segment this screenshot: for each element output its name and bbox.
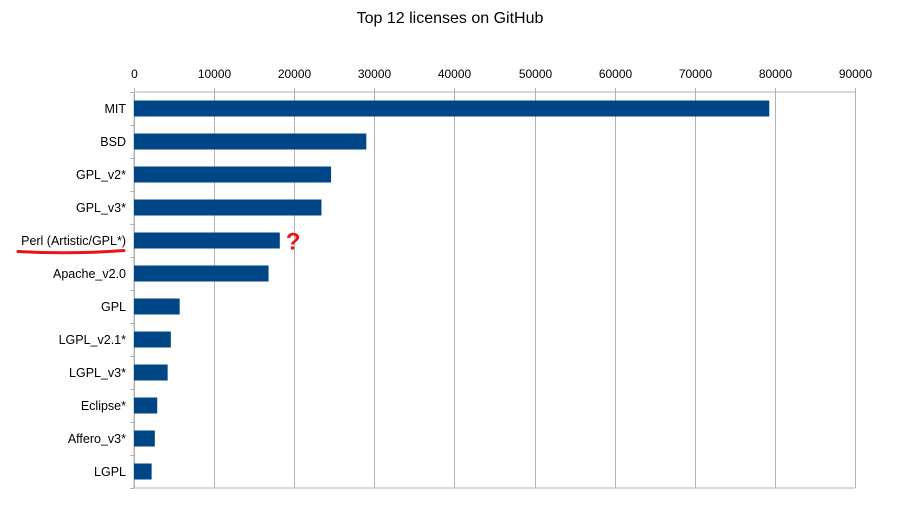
- category-label: LGPL_v2.1*: [59, 333, 127, 347]
- category-label: Eclipse*: [81, 399, 126, 413]
- bar: [134, 265, 269, 282]
- category-label: LGPL_v3*: [69, 366, 126, 380]
- annotation-underline: [16, 249, 126, 255]
- x-tick-label: 50000: [519, 67, 553, 81]
- bar: [134, 331, 171, 348]
- category-label: GPL_v3*: [76, 201, 126, 215]
- annotation-question-mark: ?: [286, 229, 301, 256]
- bar: [134, 430, 155, 447]
- x-tick-label: 0: [131, 67, 138, 81]
- category-label: MIT: [104, 102, 126, 116]
- x-tick-label: 60000: [599, 67, 633, 81]
- bars-layer: [134, 100, 770, 480]
- x-tick-label: 80000: [759, 67, 793, 81]
- bar: [134, 364, 168, 381]
- category-label: GPL_v2*: [76, 168, 126, 182]
- x-tick-label: 20000: [278, 67, 312, 81]
- x-tick-label: 30000: [358, 67, 392, 81]
- bar: [134, 133, 367, 150]
- bar: [134, 100, 770, 117]
- x-tick-label: 10000: [198, 67, 232, 81]
- category-label: Affero_v3*: [68, 432, 126, 446]
- annotation-layer: ?: [16, 229, 301, 256]
- bar: [134, 463, 152, 480]
- bar: [134, 232, 280, 249]
- x-tick-label: 40000: [438, 67, 472, 81]
- bar: [134, 298, 180, 315]
- x-tick-label: 70000: [679, 67, 713, 81]
- category-label: Apache_v2.0: [53, 267, 126, 281]
- category-label: Perl (Artistic/GPL*): [21, 234, 126, 248]
- category-label: LGPL: [94, 465, 126, 479]
- bar: [134, 397, 158, 414]
- labels-layer: 0 10000 20000 30000 40000 50000 60000 70000 8000…: [21, 67, 872, 479]
- bar: [134, 166, 332, 183]
- category-label: BSD: [100, 135, 126, 149]
- grid-layer: [130, 88, 856, 489]
- x-tick-label: 90000: [839, 67, 873, 81]
- category-label: GPL: [101, 300, 126, 314]
- bar: [134, 199, 322, 216]
- chart-title: Top 12 licenses on GitHub: [356, 10, 544, 27]
